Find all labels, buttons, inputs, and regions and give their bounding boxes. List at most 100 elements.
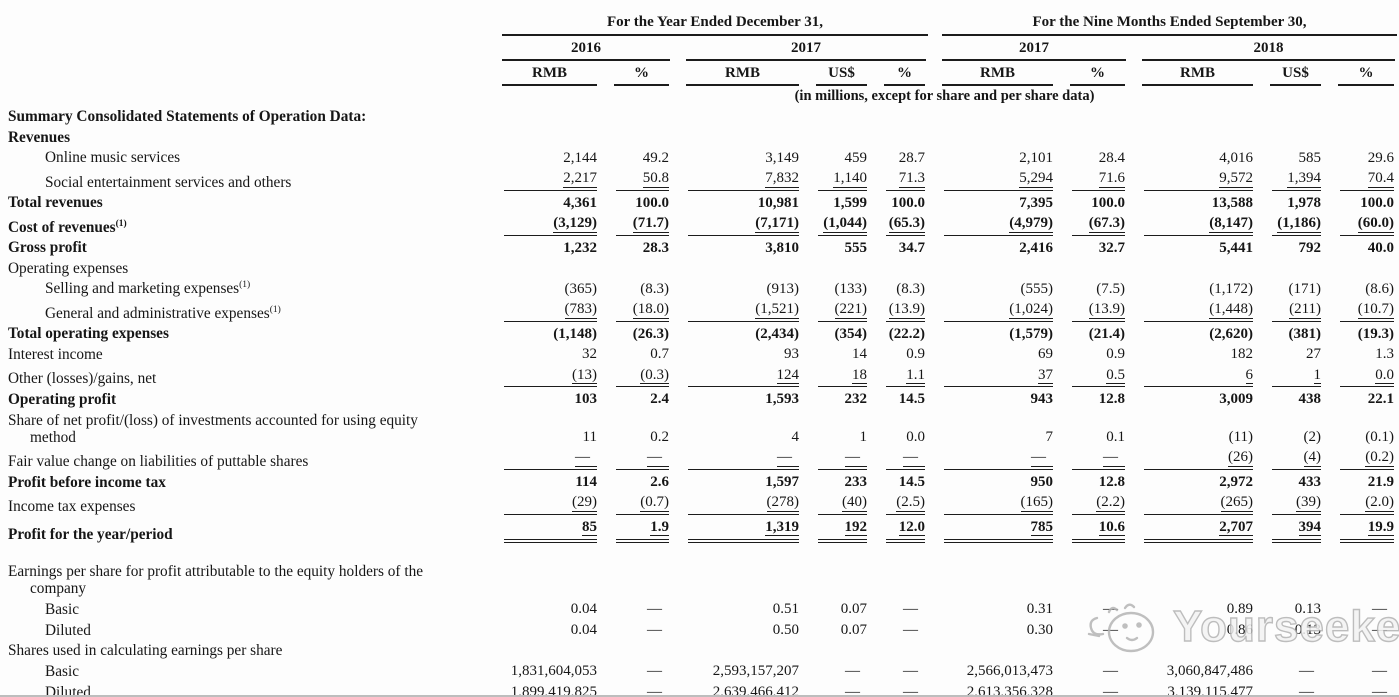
table-row: Income tax expenses (29) (0.7) (278) (40) (2.… (0, 491, 1399, 516)
value-cell: 233 (844, 473, 868, 490)
value-cell: 0.2 (650, 429, 669, 446)
col-header-pct: % (1326, 61, 1399, 87)
value-cell: 71.3 (872, 167, 930, 191)
value-cell (1130, 105, 1258, 126)
value-cell (1258, 543, 1326, 597)
value-cell: 2,707 (1130, 515, 1258, 544)
value-cell: — (845, 663, 860, 680)
value-cell: 18 (804, 363, 872, 388)
value-cell: 950 (1030, 473, 1054, 490)
row-label: Online music services (45, 149, 181, 167)
value-cell: (11) (1228, 429, 1254, 446)
value-cell: 21.9 (1367, 473, 1395, 490)
value-cell (804, 639, 872, 660)
table-row: Summary Consolidated Statements of Opera… (0, 105, 1399, 126)
value-cell (602, 639, 674, 660)
value-cell: (381) (1288, 325, 1322, 342)
value-cell: (165) (930, 491, 1058, 516)
value-cell (1326, 639, 1399, 660)
group-header-year-ended: For the Year Ended December 31, (490, 2, 930, 36)
table-row: Share of net profit/(loss) of investment… (0, 408, 1399, 446)
group-header-label: For the Nine Months Ended September 30, (942, 14, 1398, 36)
value-cell: 3,149 (765, 149, 799, 166)
value-cell (1258, 125, 1326, 146)
row-label: Earnings per share for profit attributab… (8, 563, 424, 598)
currency-header-row: RMB % RMB US$ % RMB % RMB US$ % (0, 61, 1399, 87)
value-cell: 103 (574, 391, 598, 408)
value-cell: 1.1 (872, 363, 930, 388)
value-cell: 0.51 (772, 601, 799, 618)
value-cell: — (1372, 663, 1388, 680)
value-cell: — (1103, 663, 1119, 680)
value-cell: — (647, 683, 662, 697)
value-cell: 28.4 (1098, 149, 1126, 166)
value-cell: 0.04 (570, 622, 597, 639)
value-cell (930, 125, 1058, 146)
table-row: Social entertainment services and others… (0, 167, 1399, 191)
table-row: Selling and marketing expenses(1) (365) (8… (0, 277, 1399, 298)
value-cell: 0.86 (1226, 622, 1254, 639)
value-cell: 1 (1258, 363, 1326, 388)
value-cell (1058, 105, 1130, 126)
value-cell (490, 639, 602, 660)
table-row: Shares used in calculating earnings per … (0, 639, 1399, 660)
value-cell: (71.7) (602, 211, 674, 236)
table-row: Other (losses)/gains, net (13) (0.3) 124 18 1… (0, 363, 1399, 388)
value-cell: (1,521) (674, 298, 804, 322)
value-cell (1258, 256, 1326, 277)
value-cell: 0.04 (570, 601, 597, 618)
value-cell: 1,978 (1287, 194, 1322, 211)
table-row: Cost of revenues(1) (3,129) (71.7) (7,171)(… (0, 211, 1399, 236)
value-cell (804, 543, 872, 597)
value-cell (490, 105, 602, 126)
value-cell (872, 256, 930, 277)
value-cell (872, 639, 930, 660)
table-row: Diluted 0.04 — 0.50 0.07 — 0.30 — 0.86 0.13 — (0, 618, 1399, 639)
value-cell: 14 (852, 346, 867, 363)
value-cell: 11 (582, 429, 597, 446)
value-cell: (1,024) (930, 298, 1058, 322)
table-row: Profit for the year/period 85 1.9 1,319 192 1… (0, 515, 1399, 544)
row-label: Selling and marketing expenses(1) (45, 280, 251, 298)
value-cell: 2,593,157,207 (712, 663, 799, 680)
value-cell: 2,972 (1219, 473, 1254, 490)
value-cell: (10.7) (1326, 298, 1399, 322)
value-cell: 93 (784, 346, 799, 363)
value-cell: 50.8 (602, 167, 674, 191)
value-cell: 1,597 (765, 473, 799, 490)
value-cell: (2,434) (755, 325, 799, 342)
value-cell: 6 (1130, 363, 1258, 388)
col-header-rmb: RMB (930, 61, 1058, 87)
value-cell: 3,139,115,477 (1167, 683, 1254, 697)
year-header-2018: 2018 (1130, 36, 1399, 61)
value-cell: (0.7) (602, 491, 674, 516)
value-cell (602, 543, 674, 597)
value-cell: 2.4 (650, 391, 669, 408)
value-cell: 792 (1298, 239, 1322, 256)
value-cell: — (647, 663, 662, 680)
value-cell (674, 639, 804, 660)
value-cell: (7.5) (1096, 280, 1126, 297)
col-header-pct: % (602, 61, 674, 87)
row-label: Summary Consolidated Statements of Opera… (8, 108, 367, 126)
table-row: Basic 0.04 — 0.51 0.07 — 0.31 — 0.89 0.13 — (0, 598, 1399, 619)
value-cell: 1.9 (602, 515, 674, 544)
value-cell: 27 (1306, 346, 1322, 363)
table-row: General and administrative expenses(1) (7… (0, 298, 1399, 322)
table-row: Operating expenses (0, 256, 1399, 277)
value-cell: 785 (930, 515, 1058, 544)
value-cell: (133) (834, 280, 868, 297)
value-cell: — (490, 446, 602, 471)
value-cell: 4 (791, 429, 800, 446)
value-cell: 22.1 (1367, 391, 1395, 408)
row-label: Profit before income tax (8, 473, 166, 491)
value-cell: — (903, 683, 919, 697)
value-cell (1326, 125, 1399, 146)
value-cell (1326, 256, 1399, 277)
group-header-nine-months: For the Nine Months Ended September 30, (930, 2, 1399, 36)
value-cell (872, 543, 930, 597)
value-cell: (555) (1020, 280, 1054, 297)
value-cell: 28.7 (898, 149, 926, 166)
value-cell: (1,448) (1130, 298, 1258, 322)
value-cell: 5,294 (930, 167, 1058, 191)
